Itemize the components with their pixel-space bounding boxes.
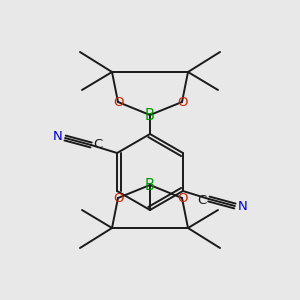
Text: C: C xyxy=(198,194,207,206)
Text: O: O xyxy=(113,95,123,109)
Text: C: C xyxy=(93,137,102,151)
Text: O: O xyxy=(177,191,187,205)
Text: N: N xyxy=(238,200,248,214)
Text: B: B xyxy=(145,178,155,193)
Text: N: N xyxy=(52,130,62,143)
Text: O: O xyxy=(113,191,123,205)
Text: B: B xyxy=(145,107,155,122)
Text: O: O xyxy=(177,95,187,109)
